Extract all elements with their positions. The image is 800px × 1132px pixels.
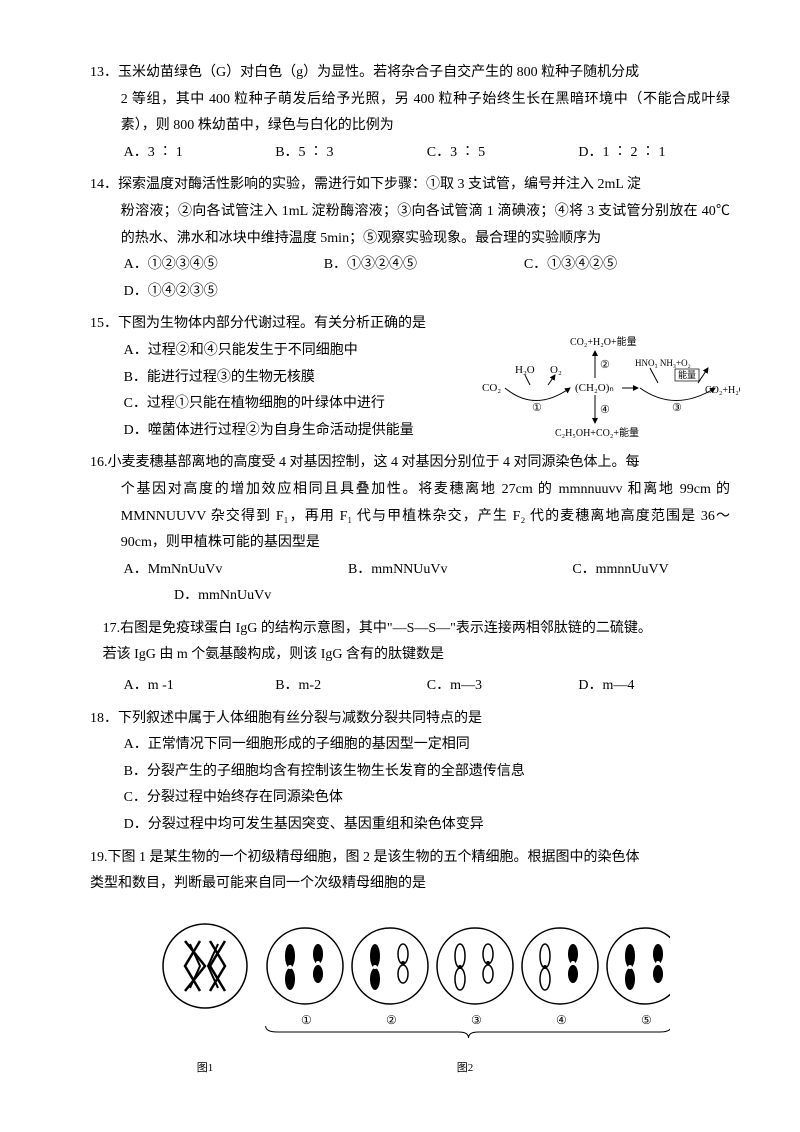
q14-options-row2: D．①④②③⑤ bbox=[90, 279, 730, 306]
q16-text1: 小麦麦穗基部离地的高度受 4 对基因控制，这 4 对基因分别位于 4 对同源染色… bbox=[108, 455, 640, 470]
q14-number: 14． bbox=[90, 177, 118, 192]
q18-option-d: D．分裂过程中均可发生基因突变、基因重组和染色体变异 bbox=[90, 812, 730, 839]
cell-label-2: ② bbox=[386, 1013, 397, 1027]
cell-label-3: ③ bbox=[471, 1013, 482, 1027]
q19-text1: 下图 1 是某生物的一个初级精母细胞，图 2 是该生物的五个精细胞。根据图中的染… bbox=[108, 850, 640, 865]
q13-options: A．3 ∶ 1 B．5 ∶ 3 C．3 ∶ 5 D．1 ∶ 2 ∶ 1 bbox=[90, 140, 730, 167]
diagram-label-4: ④ bbox=[600, 404, 610, 416]
q14-options-row1: A．①②③④⑤ B．①③②④⑤ C．①③④②⑤ bbox=[90, 252, 730, 279]
q18-option-b: B．分裂产生的子细胞均含有控制该生物生长发育的全部遗传信息 bbox=[90, 759, 730, 786]
q19-stem-line2: 类型和数目，判断最可能来自同一个次级精母细胞的是 bbox=[90, 871, 730, 898]
diagram-bottom-out: C₂H₅OH+CO₂+能量 bbox=[555, 426, 639, 439]
q16-options-row1: A．MmNnUuVv B．mmNNUuVv C．mmnnUuVV bbox=[90, 557, 730, 584]
diagram-right-out: CO₂+H₂O bbox=[705, 385, 740, 396]
q14-stem-line1: 14．探索温度对酶活性影响的实验，需进行如下步骤：①取 3 支试管，编号并注入 … bbox=[90, 172, 730, 199]
q15-metabolism-diagram: CO₂ ① H₂O O₂ (CH₂O)ₙ ② CO₂+H₂O+能量 ④ C₂H₅… bbox=[480, 333, 740, 443]
question-19: 19.下图 1 是某生物的一个初级精母细胞，图 2 是该生物的五个精细胞。根据图… bbox=[90, 845, 730, 1080]
question-13: 13．玉米幼苗绿色（G）对白色（g）为显性。若将杂合子自交产生的 800 粒种子… bbox=[90, 60, 730, 166]
q13-stem-line1: 13．玉米幼苗绿色（G）对白色（g）为显性。若将杂合子自交产生的 800 粒种子… bbox=[90, 60, 730, 87]
q17-option-a: A．m -1 bbox=[124, 673, 276, 700]
q13-option-a: A．3 ∶ 1 bbox=[124, 140, 276, 167]
q16-number: 16. bbox=[90, 455, 108, 470]
q17-options: A．m -1 B．m-2 C．m—3 D．m—4 bbox=[90, 673, 730, 700]
q17-option-b: B．m-2 bbox=[275, 673, 427, 700]
q13-text1: 玉米幼苗绿色（G）对白色（g）为显性。若将杂合子自交产生的 800 粒种子随机分… bbox=[118, 65, 639, 80]
q14-option-a: A．①②③④⑤ bbox=[124, 252, 324, 279]
fig1-label: 图1 bbox=[150, 1058, 260, 1079]
diagram-o2: O₂ bbox=[550, 364, 562, 376]
q15-text: 下图为生物体内部分代谢过程。有关分析正确的是 bbox=[118, 316, 426, 331]
q17-option-d: D．m—4 bbox=[578, 673, 730, 700]
q16-option-a: A．MmNnUuVv bbox=[124, 557, 348, 584]
q16-stem-line1: 16.小麦麦穗基部离地的高度受 4 对基因控制，这 4 对基因分别位于 4 对同… bbox=[90, 450, 730, 477]
q18-stem: 18．下列叙述中属于人体细胞有丝分裂与减数分裂共同特点的是 bbox=[90, 706, 730, 733]
q14-stem-line2: 粉溶液；②向各试管注入 1mL 淀粉酶溶液；③向各试管滴 1 滴碘液；④将 3 … bbox=[90, 199, 730, 252]
q13-option-b: B．5 ∶ 3 bbox=[275, 140, 427, 167]
q18-number: 18． bbox=[90, 711, 118, 726]
q19-figure: ① ② bbox=[90, 916, 730, 1079]
q16-options-row2: D．mmNnUuVv bbox=[90, 583, 730, 610]
q16-option-b: B．mmNNUuVv bbox=[348, 557, 572, 584]
q18-option-c: C．分裂过程中始终存在同源染色体 bbox=[90, 785, 730, 812]
diagram-top-out: CO₂+H₂O+能量 bbox=[570, 335, 637, 348]
q19-figure-labels: 图1 图2 bbox=[150, 1058, 670, 1079]
q13-stem-line2: 2 等组，其中 400 粒种子萌发后给予光照，另 400 粒种子始终生长在黑暗环… bbox=[90, 87, 730, 140]
cell-label-5: ⑤ bbox=[641, 1013, 652, 1027]
q14-option-b: B．①③②④⑤ bbox=[324, 252, 524, 279]
q17-stem-line2: 若该 IgG 由 m 个氨基酸构成，则该 IgG 含有的肽键数是 bbox=[90, 642, 730, 669]
q14-text1: 探索温度对酶活性影响的实验，需进行如下步骤：①取 3 支试管，编号并注入 2mL… bbox=[118, 177, 641, 192]
q13-number: 13． bbox=[90, 65, 118, 80]
q19-stem-line1: 19.下图 1 是某生物的一个初级精母细胞，图 2 是该生物的五个精细胞。根据图… bbox=[90, 845, 730, 872]
q15-number: 15． bbox=[90, 316, 118, 331]
q16-option-c: C．mmnnUuVV bbox=[572, 557, 730, 584]
question-17: 17.右图是免疫球蛋白 IgG 的结构示意图，其中"—S—S—"表示连接两相邻肽… bbox=[90, 616, 730, 700]
q14-option-c: C．①③④②⑤ bbox=[524, 252, 724, 279]
diagram-hno3: HNO₃ NH₃+O₂ bbox=[635, 358, 691, 368]
q18-option-a: A．正常情况下同一细胞形成的子细胞的基因型一定相同 bbox=[90, 732, 730, 759]
q19-number: 19. bbox=[90, 850, 108, 865]
q13-option-c: C．3 ∶ 5 bbox=[427, 140, 579, 167]
diagram-label-2: ② bbox=[600, 359, 610, 371]
q17-number: 17. bbox=[103, 621, 121, 636]
question-14: 14．探索温度对酶活性影响的实验，需进行如下步骤：①取 3 支试管，编号并注入 … bbox=[90, 172, 730, 305]
q17-stem-line1: 17.右图是免疫球蛋白 IgG 的结构示意图，其中"—S—S—"表示连接两相邻肽… bbox=[90, 616, 730, 643]
diagram-label-3: ③ bbox=[672, 402, 682, 414]
chromosome-diagram: ① ② bbox=[150, 916, 670, 1046]
cell-label-1: ① bbox=[301, 1013, 312, 1027]
fig2-label: 图2 bbox=[260, 1058, 670, 1079]
diagram-h2o: H₂O bbox=[515, 364, 535, 376]
diagram-co2-left: CO₂ bbox=[482, 382, 501, 394]
diagram-energy: 能量 bbox=[678, 369, 696, 380]
q17-text1: 右图是免疫球蛋白 IgG 的结构示意图，其中"—S—S—"表示连接两相邻肽链的二… bbox=[120, 621, 652, 636]
q14-option-d: D．①④②③⑤ bbox=[124, 284, 218, 299]
q17-option-c: C．m—3 bbox=[427, 673, 579, 700]
cell-label-4: ④ bbox=[556, 1013, 567, 1027]
question-18: 18．下列叙述中属于人体细胞有丝分裂与减数分裂共同特点的是 A．正常情况下同一细… bbox=[90, 706, 730, 839]
diagram-label-1: ① bbox=[532, 402, 542, 414]
q16-option-d: D．mmNnUuVv bbox=[174, 588, 271, 603]
q16-stem-line2: 个基因对高度的增加效应相同且具叠加性。将麦穗离地 27cm 的 mmnnuuvv… bbox=[90, 477, 730, 557]
question-15: 15．下图为生物体内部分代谢过程。有关分析正确的是 A．过程②和④只能发生于不同… bbox=[90, 311, 730, 444]
q18-text: 下列叙述中属于人体细胞有丝分裂与减数分裂共同特点的是 bbox=[118, 711, 482, 726]
diagram-ch2o: (CH₂O)ₙ bbox=[575, 382, 614, 394]
q13-option-d: D．1 ∶ 2 ∶ 1 bbox=[578, 140, 730, 167]
question-16: 16.小麦麦穗基部离地的高度受 4 对基因控制，这 4 对基因分别位于 4 对同… bbox=[90, 450, 730, 610]
